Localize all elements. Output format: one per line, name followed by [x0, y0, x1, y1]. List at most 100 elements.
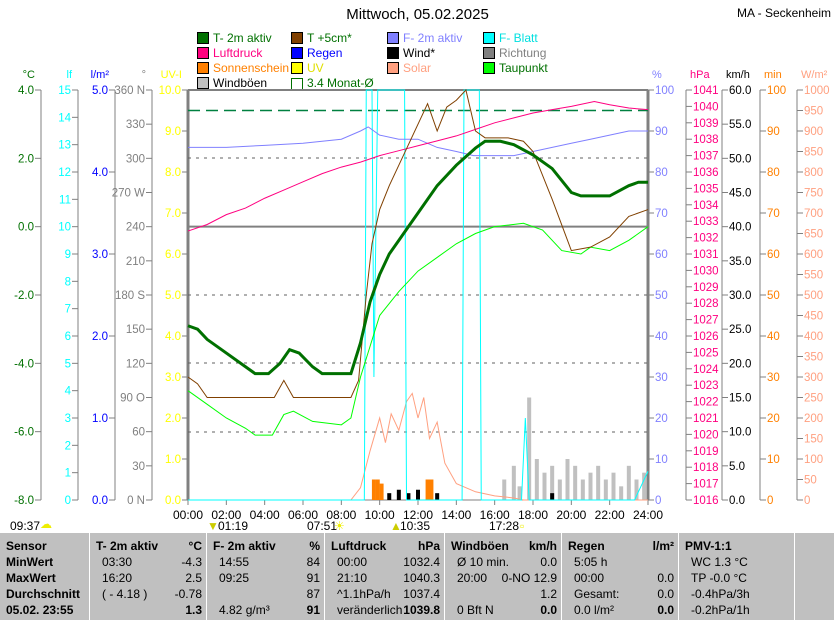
table-row: 21:10 1040.3: [331, 571, 440, 587]
table-row: 00:00 0.0: [568, 571, 674, 587]
axis-tick-label: 1029: [693, 282, 719, 294]
table-row: Gesamt: 0.0: [568, 587, 674, 603]
axis-tick-label: 1035: [693, 183, 719, 195]
axis-tick-label: 100: [804, 454, 823, 466]
cell-label: ( - 4.18 ): [102, 587, 148, 601]
legend-label: T +5cm*: [307, 31, 352, 45]
axis-tick-label: 1017: [693, 479, 719, 491]
bar-windben: [588, 472, 593, 500]
series-luftdruck: [187, 100, 649, 232]
axis-tick-label: 20: [767, 413, 780, 425]
legend-label: 3.4 Monat-Ø: [307, 76, 374, 90]
axis-tick-label: 500: [804, 290, 823, 302]
x-tick-label: 10:00: [365, 508, 395, 522]
axis-tick-label: 1020: [693, 429, 719, 441]
axis-tick-label: 40.0: [729, 222, 751, 234]
axis-tick-label: -2.0: [14, 290, 34, 302]
axis-tick-label: 45.0: [729, 188, 751, 200]
axis-tick-label: 10: [58, 222, 71, 234]
bar-windben: [502, 479, 507, 500]
table-column: PMV-1:1 WC 1.3 °C TP -0.0 °C -0.4hPa/3h -0.2…: [679, 533, 795, 620]
legend-swatch: [387, 47, 399, 59]
axis-tick-label: 50.0: [729, 153, 751, 165]
axis-tick-label: 150: [126, 324, 145, 336]
cell-value: km/h: [528, 539, 557, 553]
axis-tick-label: 1018: [693, 462, 719, 474]
cell-value: -0.78: [174, 587, 202, 601]
legend-label: UV: [307, 61, 324, 75]
axis-unit: %: [652, 69, 662, 81]
axis-tick-label: 600: [804, 249, 823, 261]
legend-label: Wind*: [403, 46, 436, 60]
axis-tick-label: 800: [804, 167, 823, 179]
axis-tick-label: 60: [655, 249, 668, 261]
axis-tick-label: 2: [65, 440, 71, 452]
cell-label: veränderlich: [337, 603, 403, 617]
legend-swatch: [291, 32, 303, 44]
legend: T- 2m aktiv T +5cm* F- 2m aktiv F- Blatt Luf…: [197, 31, 579, 90]
cell-value: 2.5: [185, 571, 202, 585]
x-tick-label: 00:00: [173, 508, 203, 522]
table-row: 00:00 1032.4: [331, 555, 440, 571]
x-tick-label: 04:00: [250, 508, 280, 522]
axis-tick-label: 9: [65, 249, 71, 261]
x-tick-label: 02:00: [211, 508, 241, 522]
legend-swatch: [291, 77, 303, 89]
axis-tick-label: 1021: [693, 413, 719, 425]
axis-tick-label: 90 O: [120, 393, 145, 405]
table-row: F- 2m aktiv%: [213, 539, 320, 555]
bar-windben: [619, 486, 624, 500]
axis-tick-label: 2.0: [92, 331, 108, 343]
cell-label: 03:30: [102, 555, 133, 569]
legend-item: T- 2m aktiv: [197, 31, 291, 45]
cell-value: 1.2: [540, 587, 557, 601]
axis-tick-label: 15.0: [729, 393, 751, 405]
x-tick-label: 14:00: [441, 508, 471, 522]
axis-unit: hPa: [690, 69, 710, 81]
bar-windben: [517, 486, 522, 500]
legend-label: T- 2m aktiv: [213, 31, 272, 45]
cell-value: 0.0: [657, 571, 674, 585]
cell-label: Durchschnitt: [6, 587, 81, 601]
axis-unit: lf: [67, 69, 73, 81]
legend-swatch: [291, 47, 303, 59]
weather-chart: °C4.02.00.0-2.0-4.0-6.0-8.0lf15141312111…: [14, 69, 829, 522]
axis-tick-label: 400: [804, 331, 823, 343]
cell-label: PMV-1:1: [685, 539, 732, 553]
axis-tick-label: 3.0: [165, 372, 181, 384]
axis-tick-label: -8.0: [14, 495, 34, 507]
cell-label: ^1.1hPa/h: [337, 587, 391, 601]
bar-sonnenschein: [379, 483, 384, 500]
legend-swatch: [483, 62, 495, 74]
axis-tick-label: 100: [655, 85, 674, 97]
axis-tick-label: 1037: [693, 151, 719, 163]
axis-tick-label: 100: [767, 85, 786, 97]
legend-item: Windböen: [197, 76, 291, 90]
cell-label: 05.02. 23:55: [6, 603, 74, 617]
bar-windben: [550, 465, 555, 500]
cell-value: 0-NO 12.9: [501, 571, 557, 585]
bar-windben: [580, 479, 585, 500]
axis-unit: °: [142, 69, 146, 81]
cell-label: MaxWert: [6, 571, 56, 585]
bar-windben: [534, 459, 539, 500]
cell-value: 1.3: [185, 603, 202, 617]
bar-windben: [527, 397, 532, 500]
axis-tick-label: 15: [58, 85, 71, 97]
axis-tick-label: 80: [655, 167, 668, 179]
sunset-icon: ▫: [520, 519, 525, 533]
legend-swatch: [197, 77, 209, 89]
axis-tick-label: 40: [655, 331, 668, 343]
axis-tick-label: 650: [804, 229, 823, 241]
axis-tick-label: 1016: [693, 495, 719, 507]
legend-item: UV: [291, 61, 387, 75]
axis-tick-label: 11: [59, 194, 71, 206]
axis-tick-label: 30: [132, 461, 145, 473]
axis-tick-label: 25.0: [729, 324, 751, 336]
axis-tick-label: 4.0: [165, 331, 181, 343]
axis-unit: °C: [23, 69, 35, 81]
axis-tick-label: 6: [65, 331, 71, 343]
table-row: -0.4hPa/3h: [685, 587, 790, 603]
legend-label: Taupunkt: [499, 61, 548, 75]
axis-unit: UV-I: [161, 69, 182, 81]
